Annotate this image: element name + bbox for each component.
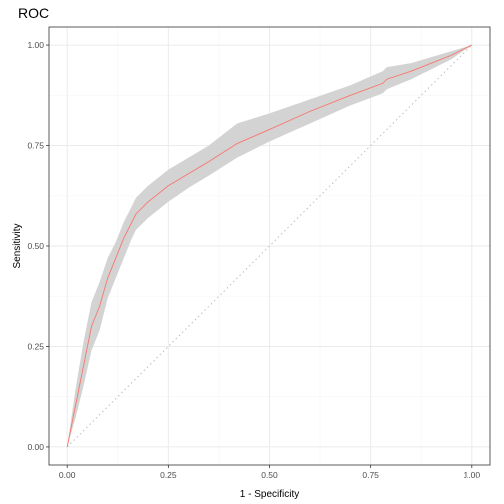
watermark-text: 知乎 @李小闲 [404, 476, 486, 492]
y-axis-ticks: 0.00 0.25 0.50 0.75 1.00 [27, 40, 49, 452]
y-tick-label: 0.25 [27, 341, 44, 351]
x-tick-label: 0.00 [59, 470, 76, 480]
confidence-band [67, 45, 472, 447]
x-axis-ticks: 0.00 0.25 0.50 0.75 1.00 [59, 465, 480, 480]
x-tick-label: 0.50 [261, 470, 278, 480]
x-tick-label: 0.75 [362, 470, 379, 480]
y-axis-title: Sensitivity [12, 223, 23, 268]
roc-curve [66, 44, 472, 448]
y-tick-label: 0.75 [27, 141, 44, 151]
chart-title: ROC [18, 5, 49, 21]
y-tick-label: 0.00 [27, 442, 44, 452]
y-tick-label: 1.00 [27, 40, 44, 50]
reference-diagonal [66, 44, 473, 448]
x-tick-label: 1.00 [464, 470, 481, 480]
x-axis-title: 1 - Specificity [240, 489, 299, 500]
y-tick-label: 0.50 [27, 241, 44, 251]
x-tick-label: 0.25 [160, 470, 177, 480]
